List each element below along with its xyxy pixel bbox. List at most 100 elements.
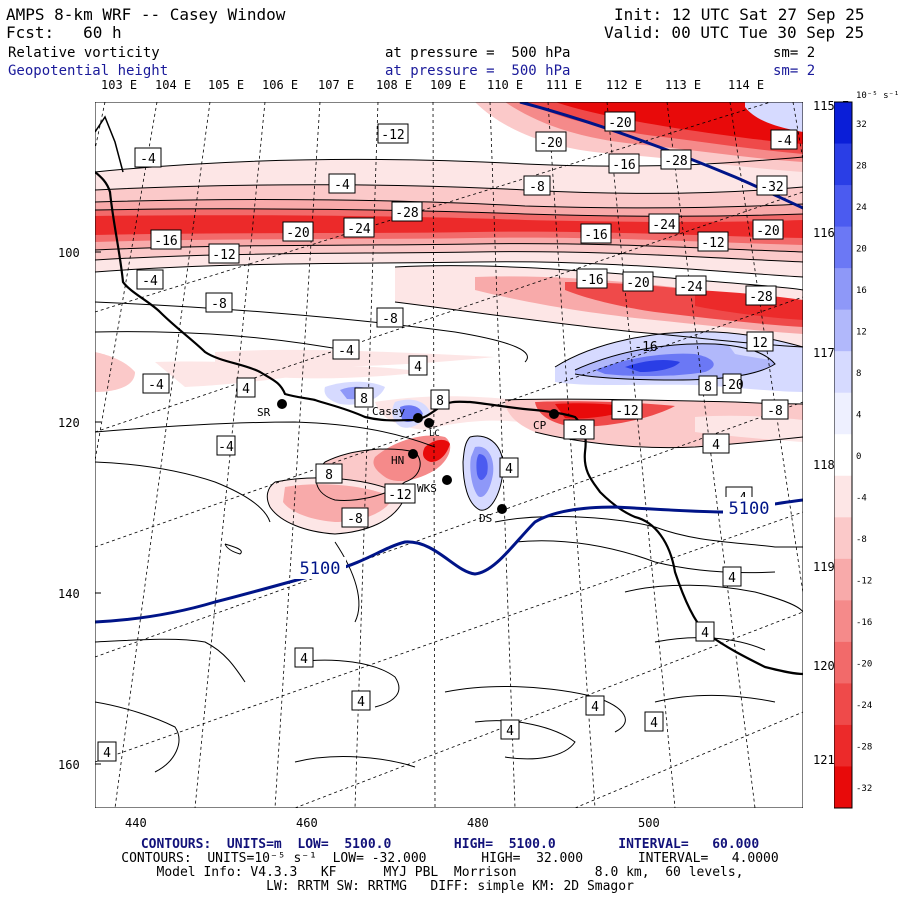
colorbar-frame <box>834 101 853 809</box>
colorbar-swatch <box>834 683 852 726</box>
contour-label: 4 <box>701 626 709 641</box>
height-contour-5100 <box>95 498 803 624</box>
footer-height-contours: CONTOURS: UNITS=m LOW= 5100.0 HIGH= 5100… <box>140 837 760 852</box>
colorbar-swatch <box>834 600 852 643</box>
contour-label: -20 <box>756 224 779 239</box>
colorbar-label: -4 <box>856 494 867 504</box>
station-markers: SR Casey LC HN WKS DS CP <box>257 399 559 525</box>
colorbar-swatch <box>834 392 852 435</box>
contour-label: -8 <box>529 180 545 195</box>
contour-label: 4 <box>505 462 513 477</box>
station-dot-wks <box>442 475 452 485</box>
lon-label: 109 E <box>430 78 466 92</box>
contour-label: -24 <box>652 218 676 233</box>
lon-label: 104 E <box>155 78 191 92</box>
contour-label: -12 <box>701 236 724 251</box>
contour-label: 8 <box>360 392 368 407</box>
contour-label: 4 <box>712 438 720 453</box>
colorbar-label: 24 <box>856 203 867 213</box>
field1-smoothing: sm= 2 <box>773 45 816 61</box>
contour-label: -32 <box>760 180 783 195</box>
colorbar-label: -8 <box>856 535 867 545</box>
colorbar-label: 4 <box>856 410 861 420</box>
colorbar-label: -20 <box>856 660 872 670</box>
colorbar-swatch <box>834 434 852 477</box>
colorbar-swatch <box>834 226 852 269</box>
lon-label: 105 E <box>208 78 244 92</box>
colorbar-swatch <box>834 102 852 145</box>
station-label-hn: HN <box>391 454 404 467</box>
x-tick-label: 440 <box>125 816 147 830</box>
contour-label: 4 <box>728 571 736 586</box>
station-dot-ds <box>497 504 507 514</box>
colorbar-swatch <box>834 558 852 601</box>
contour-label: -20 <box>286 226 309 241</box>
x-tick-label: 460 <box>296 816 318 830</box>
y-tick-label: 140 <box>58 587 80 601</box>
station-label-cp: CP <box>533 419 547 432</box>
colorbar-label: -28 <box>856 743 872 753</box>
contour-label: -12 <box>615 404 638 419</box>
y-axis-labels: 100 120 140 160 <box>58 246 80 772</box>
contour-label: 12 <box>752 336 768 351</box>
colorbar-swatch <box>834 143 852 186</box>
height-label: 5100 <box>729 499 770 519</box>
contour-label: -4 <box>338 344 354 359</box>
contour-labels: -4 -12 -20 -20 -4 -16 -28 -32 -4 -8 -4 -… <box>97 111 798 762</box>
height-label: 5100 <box>300 559 341 579</box>
contour-label: -20 <box>626 276 649 291</box>
field1-level: at pressure = 500 hPa <box>385 45 571 61</box>
colorbar-label: -32 <box>856 784 872 794</box>
contour-label: 4 <box>103 746 111 761</box>
lon-label: 103 E <box>101 78 137 92</box>
contour-label: -4 <box>142 274 158 289</box>
contour-label: -8 <box>767 404 783 419</box>
contour-label: -4 <box>140 152 156 167</box>
y-tick-label: 100 <box>58 246 80 260</box>
station-label-ds: DS <box>479 512 492 525</box>
colorbar-label: 0 <box>856 452 861 462</box>
lon-label: 110 E <box>487 78 523 92</box>
colorbar-swatch <box>834 309 852 352</box>
contour-label: -8 <box>382 312 398 327</box>
contour-label: -28 <box>664 154 687 169</box>
height-contour-north <box>519 102 803 210</box>
contour-label: -12 <box>381 128 404 143</box>
init-time: Init: 12 UTC Sat 27 Sep 25 <box>614 5 865 24</box>
contour-label: 4 <box>591 700 599 715</box>
contour-label: -24 <box>347 222 371 237</box>
x-axis-labels: 440 460 480 500 <box>125 816 660 830</box>
colorbar-swatch <box>834 268 852 311</box>
contour-label: -4 <box>776 134 792 149</box>
forecast-hour: Fcst: 60 h <box>6 23 122 42</box>
colorbar-unit: 10⁻⁵ s⁻¹ <box>856 91 899 101</box>
contour-label: 8 <box>704 380 712 395</box>
contour-label: 8 <box>436 394 444 409</box>
y-axis-ticks <box>95 251 101 765</box>
colorbar-label: 20 <box>856 244 867 254</box>
contour-label: -8 <box>571 424 587 439</box>
contour-label: -12 <box>388 488 411 503</box>
field1-name: Relative vorticity <box>8 45 160 61</box>
footer-vorticity-contours: CONTOURS: UNITS=10⁻⁵ s⁻¹ LOW= -32.000 HI… <box>121 851 779 866</box>
vorticity-contours <box>95 156 803 773</box>
contour-label: -20 <box>608 116 631 131</box>
colorbar-label: 16 <box>856 286 867 296</box>
contour-label: -8 <box>347 512 363 527</box>
map-title: AMPS 8-km WRF -- Casey Window <box>6 5 286 24</box>
contour-label: -28 <box>749 290 772 305</box>
colorbar-label: 28 <box>856 161 867 171</box>
field2-level: at pressure = 500 hPa <box>385 63 571 79</box>
contour-label: -4 <box>148 378 164 393</box>
colorbar-swatch <box>834 475 852 518</box>
colorbar-swatch <box>834 351 852 394</box>
station-label-sr: SR <box>257 406 271 419</box>
y-tick-label: 160 <box>58 758 80 772</box>
lon-label: 111 E <box>546 78 582 92</box>
station-label-wks: WKS <box>417 482 437 495</box>
footer-physics-info: LW: RRTM SW: RRTMG DIFF: simple KM: 2D S… <box>266 879 634 894</box>
coastline-fragment <box>95 115 124 173</box>
contour-label: 4 <box>242 382 250 397</box>
contour-label: 4 <box>300 652 308 667</box>
contour-label: -8 <box>211 297 227 312</box>
